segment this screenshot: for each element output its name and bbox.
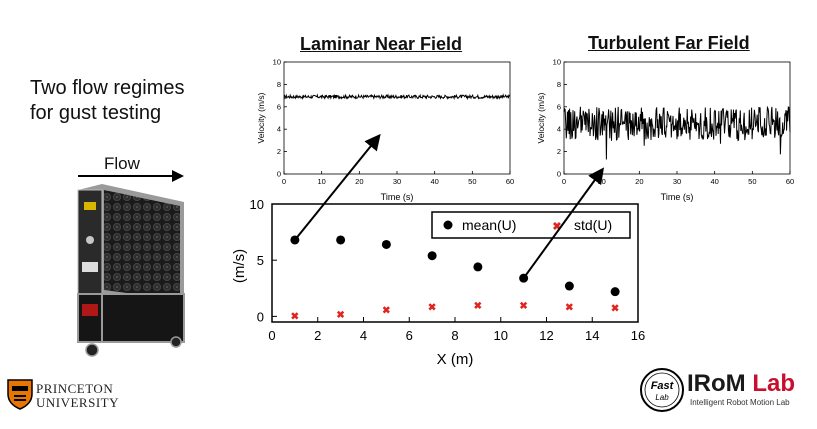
main-xlabel: X (m) [437, 351, 474, 368]
laminar-ytick-label: 4 [277, 125, 281, 134]
std-point: ✖ [565, 302, 573, 313]
legend-mean-marker [443, 220, 453, 230]
laminar-ytick-label: 0 [277, 170, 281, 179]
main-xtick-label: 6 [406, 328, 413, 343]
turbulent-xtick-label: 60 [786, 177, 794, 186]
std-point: ✖ [291, 311, 299, 322]
turbulent-xtick-label: 20 [635, 177, 643, 186]
fastlab-logo: Fast Lab [640, 368, 684, 412]
main-xtick-label: 0 [268, 328, 275, 343]
irom-lab-subtitle: Intelligent Robot Motion Lab [690, 398, 790, 407]
main-xtick-label: 2 [314, 328, 321, 343]
laminar-xlabel: Time (s) [381, 192, 414, 202]
laminar-xtick-label: 40 [430, 177, 438, 186]
main-xtick-label: 4 [360, 328, 367, 343]
lab-wordmark: Lab [752, 370, 795, 397]
arrow-to-laminar [294, 133, 381, 241]
main-ylabel: (m/s) [231, 249, 248, 283]
mean-point [564, 281, 574, 291]
mean-point [473, 262, 483, 272]
fastlab-line-1: Fast [651, 380, 675, 392]
laminar-ytick-label: 10 [273, 58, 281, 67]
intro-line-2: for gust testing [30, 102, 162, 124]
turbulent-xtick-label: 0 [562, 177, 566, 186]
std-point: ✖ [336, 310, 344, 321]
main-ytick-label: 10 [250, 197, 264, 212]
laminar-plot: 0 10 20 30 40 50 60 0 2 4 6 8 10 Time (s) Velocity (… [256, 58, 514, 203]
legend-mean-label: mean(U) [462, 217, 516, 233]
laminar-xtick-label: 10 [317, 177, 325, 186]
turbulent-ylabel: Velocity (m/s) [536, 92, 546, 143]
main-xtick-label: 10 [494, 328, 508, 343]
laminar-ylabel: Velocity (m/s) [256, 92, 266, 143]
std-point: ✖ [519, 301, 527, 312]
mean-point [381, 239, 391, 249]
laminar-title: Laminar Near Field [300, 34, 463, 54]
turbulent-ytick-label: 0 [557, 170, 561, 179]
turbulent-ytick-label: 2 [557, 147, 561, 156]
main-scatter-plot: 0 2 4 6 8 10 12 14 16 0 5 10 ✖ ✖ ✖ ✖ ✖ ✖ ✖ ✖ X (m) (m/s) m… [231, 197, 645, 368]
laminar-xtick-label: 0 [282, 177, 286, 186]
princeton-wordmark: PRINCETON UNIVERSITY [36, 382, 119, 410]
laminar-ytick-label: 6 [277, 102, 281, 111]
intro-text: Two flow regimes for gust testing [30, 76, 230, 126]
flow-arrow [78, 170, 184, 182]
fan-array-image [77, 184, 185, 357]
flow-label: Flow [104, 154, 140, 173]
std-point: ✖ [428, 302, 436, 313]
main-xtick-label: 12 [539, 328, 553, 343]
laminar-ytick-label: 2 [277, 147, 281, 156]
irom-lab-logo: IRoM Lab [687, 370, 795, 398]
main-ytick-label: 0 [257, 309, 264, 324]
main-xtick-label: 16 [631, 328, 645, 343]
turbulent-ytick-label: 6 [557, 102, 561, 111]
legend-box [431, 211, 631, 239]
std-point: ✖ [382, 306, 390, 317]
mean-point [610, 287, 620, 297]
mean-point [336, 235, 346, 245]
main-ytick-label: 5 [257, 253, 264, 268]
turbulent-series-line [563, 105, 791, 160]
main-xtick-label: 14 [585, 328, 599, 343]
turbulent-ytick-label: 4 [557, 125, 561, 134]
fastlab-line-2: Lab [655, 393, 669, 402]
turbulent-xtick-label: 50 [748, 177, 756, 186]
laminar-series-line [283, 93, 511, 101]
legend-std-label: std(U) [574, 217, 612, 233]
std-point: ✖ [474, 301, 482, 312]
legend: mean(U) ✖ std(U) [431, 211, 631, 239]
arrow-to-turbulent [522, 167, 605, 279]
laminar-xtick-label: 60 [506, 177, 514, 186]
turbulent-ytick-label: 8 [557, 80, 561, 89]
laminar-xtick-label: 50 [468, 177, 476, 186]
mean-point [427, 251, 437, 261]
princeton-line-1: PRINCETON [36, 381, 114, 396]
intro-line-1: Two flow regimes [30, 77, 185, 99]
princeton-line-2: UNIVERSITY [36, 395, 119, 410]
turbulent-xtick-label: 40 [710, 177, 718, 186]
turbulent-ytick-label: 10 [553, 58, 561, 67]
turbulent-title: Turbulent Far Field [588, 33, 750, 53]
legend-std-marker: ✖ [552, 221, 561, 233]
laminar-xtick-label: 20 [355, 177, 363, 186]
laminar-xtick-label: 30 [393, 177, 401, 186]
turbulent-xtick-label: 30 [673, 177, 681, 186]
laminar-ytick-label: 8 [277, 80, 281, 89]
std-point: ✖ [611, 303, 619, 314]
irom-wordmark: IRoM [687, 370, 753, 397]
princeton-shield-icon [7, 379, 33, 410]
turbulent-xlabel: Time (s) [661, 192, 694, 202]
main-xtick-label: 8 [451, 328, 458, 343]
